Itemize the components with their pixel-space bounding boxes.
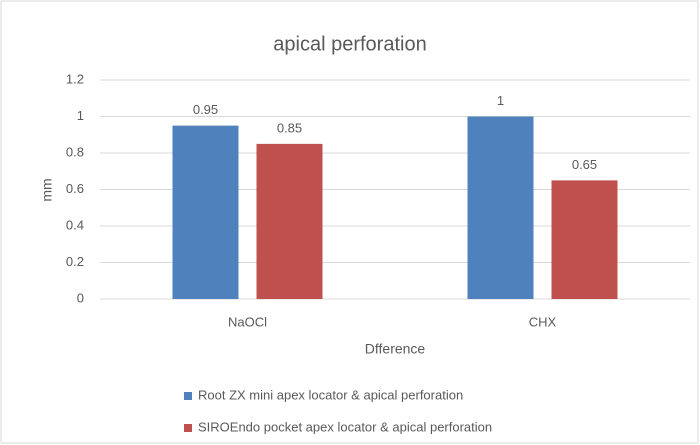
bar [551, 180, 618, 299]
x-axis-label: Dfference [365, 341, 426, 357]
y-tick-label: 1 [77, 108, 84, 123]
x-tick-label: CHX [529, 314, 557, 329]
y-tick-label: 1.2 [66, 71, 84, 86]
data-label: 0.65 [572, 157, 597, 172]
bar [172, 125, 239, 299]
legend-swatch [184, 424, 192, 432]
y-tick-label: 0.2 [66, 254, 84, 269]
x-tick-label: NaOCl [228, 314, 267, 329]
legend-swatch [184, 392, 192, 400]
bar [467, 116, 534, 299]
legend-label: Root ZX mini apex locator & apical perfo… [198, 387, 463, 402]
chart-title: apical perforation [273, 33, 426, 55]
legend-label: SIROEndo pocket apex locator & apical pe… [198, 419, 492, 434]
data-label: 1 [497, 93, 504, 108]
data-label: 0.85 [277, 120, 302, 135]
data-label: 0.95 [193, 102, 218, 117]
y-tick-label: 0.8 [66, 144, 84, 159]
y-tick-label: 0.4 [66, 217, 84, 232]
bar [256, 143, 323, 299]
y-axis-label: mm [39, 178, 55, 201]
y-tick-label: 0 [77, 290, 84, 305]
y-tick-label: 0.6 [66, 181, 84, 196]
